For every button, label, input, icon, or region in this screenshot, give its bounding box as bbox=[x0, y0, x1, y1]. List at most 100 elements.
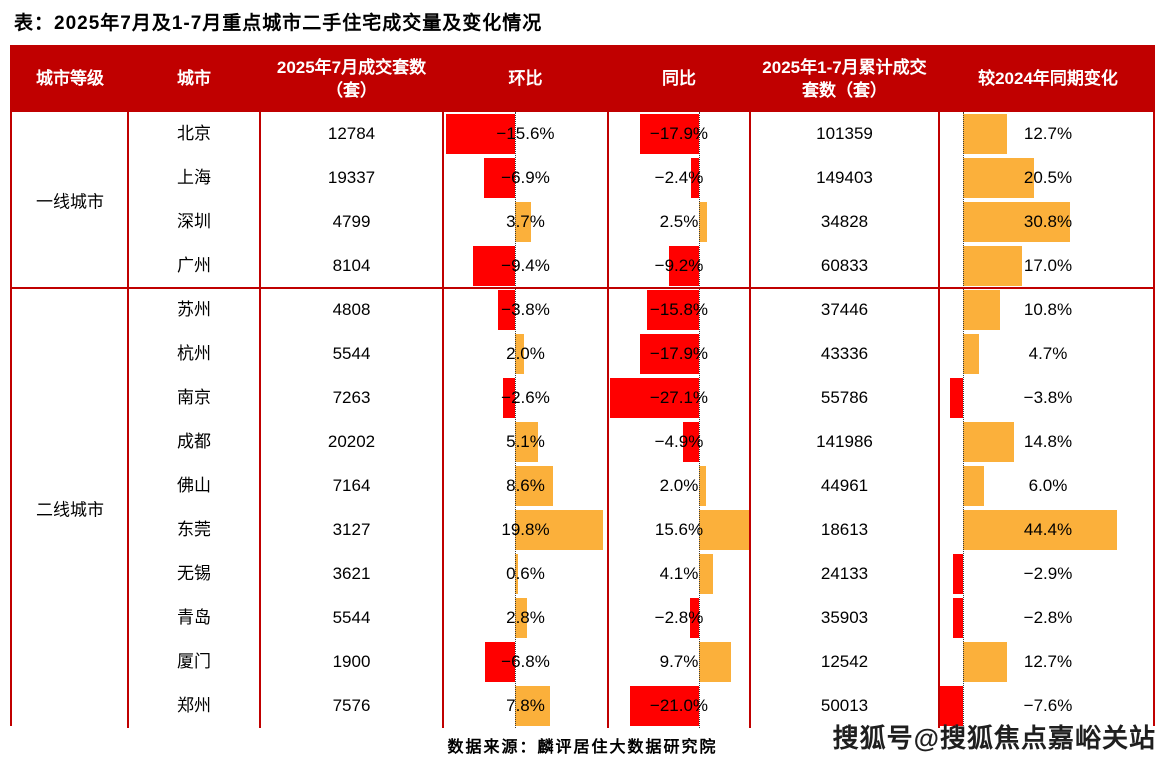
positive-bar bbox=[963, 510, 1118, 550]
column-grid-line bbox=[938, 112, 940, 728]
negative-bar bbox=[689, 598, 699, 638]
cumulative-sales: 35903 bbox=[750, 596, 939, 640]
vs-2024-change-value: −3.8% bbox=[1023, 388, 1073, 407]
cumulative-sales-value: 55786 bbox=[820, 388, 869, 407]
cumulative-sales-value: 149403 bbox=[816, 168, 873, 187]
yoy-change: −17.9% bbox=[608, 112, 750, 156]
positive-bar bbox=[963, 290, 1001, 330]
vs-2024-change-value: 12.7% bbox=[1023, 652, 1073, 671]
vs-2024-change-value: 30.8% bbox=[1023, 212, 1073, 231]
cumulative-sales: 101359 bbox=[750, 112, 939, 156]
city-name-value: 深圳 bbox=[177, 212, 211, 231]
yoy-change-value: −17.9% bbox=[649, 124, 709, 143]
july-sales: 4799 bbox=[260, 200, 443, 244]
yoy-change-value: −2.8% bbox=[654, 608, 704, 627]
mom-change: −15.6% bbox=[443, 112, 608, 156]
vs-2024-change: 20.5% bbox=[939, 156, 1157, 200]
negative-bar bbox=[639, 334, 699, 374]
yoy-change: −15.8% bbox=[608, 288, 750, 332]
bar-zero-baseline bbox=[515, 112, 516, 728]
city-name: 北京 bbox=[128, 112, 260, 156]
column-grid-line bbox=[749, 112, 751, 728]
mom-change-value: −3.8% bbox=[501, 300, 550, 319]
mom-change: 2.0% bbox=[443, 332, 608, 376]
city-name: 深圳 bbox=[128, 200, 260, 244]
july-sales-value: 8104 bbox=[332, 256, 371, 275]
mom-change: 7.8% bbox=[443, 684, 608, 728]
tier-label: 二线城市 bbox=[36, 500, 104, 520]
mom-change-value: −6.8% bbox=[501, 652, 550, 671]
yoy-change: −27.1% bbox=[608, 376, 750, 420]
table-row-杭州: 杭州 5544 2.0% −17.9% 43336 4.7% bbox=[128, 332, 1157, 376]
yoy-change-value: 2.0% bbox=[659, 476, 699, 495]
mom-change: −6.8% bbox=[443, 640, 608, 684]
july-sales-value: 19337 bbox=[327, 168, 376, 187]
cumulative-sales-value: 35903 bbox=[820, 608, 869, 627]
cumulative-sales: 12542 bbox=[750, 640, 939, 684]
city-name: 青岛 bbox=[128, 596, 260, 640]
july-sales: 7576 bbox=[260, 684, 443, 728]
table-row-佛山: 佛山 7164 8.6% 2.0% 44961 6.0% bbox=[128, 464, 1157, 508]
cumulative-sales-value: 43336 bbox=[820, 344, 869, 363]
positive-bar bbox=[963, 334, 980, 374]
mom-change: 3.7% bbox=[443, 200, 608, 244]
yoy-change: 15.6% bbox=[608, 508, 750, 552]
positive-bar bbox=[699, 466, 706, 506]
city-name: 郑州 bbox=[128, 684, 260, 728]
positive-bar bbox=[515, 202, 532, 242]
vs-2024-change-value: 6.0% bbox=[1028, 476, 1068, 495]
table-row-成都: 成都 20202 5.1% −4.9% 141986 14.8% bbox=[128, 420, 1157, 464]
vs-2024-change: −2.9% bbox=[939, 552, 1157, 596]
tier-separator-line bbox=[12, 287, 1153, 289]
cumulative-sales: 55786 bbox=[750, 376, 939, 420]
july-sales-value: 7164 bbox=[332, 476, 371, 495]
city-name-value: 北京 bbox=[177, 124, 211, 143]
july-sales: 1900 bbox=[260, 640, 443, 684]
cumulative-sales-value: 60833 bbox=[820, 256, 869, 275]
mom-change-value: 2.0% bbox=[506, 344, 545, 363]
table-header-row: 城市等级 城市 2025年7月成交套数（套） 环比 同比 2025年1-7月累计… bbox=[12, 47, 1153, 112]
cumulative-sales: 37446 bbox=[750, 288, 939, 332]
table-row-南京: 南京 7263 −2.6% −27.1% 55786 −3.8% bbox=[128, 376, 1157, 420]
yoy-change-value: 15.6% bbox=[654, 520, 704, 539]
yoy-change-value: 9.7% bbox=[659, 652, 699, 671]
july-sales-value: 4799 bbox=[332, 212, 371, 231]
header-july-sales: 2025年7月成交套数（套） bbox=[276, 57, 427, 100]
vs-2024-change: 44.4% bbox=[939, 508, 1157, 552]
city-name-value: 佛山 bbox=[177, 476, 211, 495]
column-grid-line bbox=[127, 112, 129, 728]
city-name: 无锡 bbox=[128, 552, 260, 596]
bar-zero-baseline bbox=[963, 112, 964, 728]
positive-bar bbox=[963, 158, 1035, 198]
yoy-change-value: 2.5% bbox=[659, 212, 699, 231]
data-table: 城市等级 城市 2025年7月成交套数（套） 环比 同比 2025年1-7月累计… bbox=[10, 45, 1157, 728]
header-yoy-change: 同比 bbox=[662, 69, 696, 89]
july-sales-value: 3127 bbox=[332, 520, 371, 539]
cumulative-sales: 18613 bbox=[750, 508, 939, 552]
mom-change-value: −2.6% bbox=[501, 388, 550, 407]
positive-bar bbox=[515, 422, 538, 462]
july-sales-value: 7263 bbox=[332, 388, 371, 407]
yoy-change-value: 4.1% bbox=[659, 564, 699, 583]
july-sales: 7263 bbox=[260, 376, 443, 420]
negative-bar bbox=[445, 114, 515, 154]
negative-bar bbox=[939, 686, 963, 726]
city-name: 广州 bbox=[128, 244, 260, 288]
mom-change: 2.8% bbox=[443, 596, 608, 640]
negative-bar bbox=[639, 114, 699, 154]
city-name-value: 广州 bbox=[177, 256, 211, 275]
table-row-青岛: 青岛 5544 2.8% −2.8% 35903 −2.8% bbox=[128, 596, 1157, 640]
cumulative-sales-value: 37446 bbox=[820, 300, 869, 319]
positive-bar bbox=[699, 642, 731, 682]
negative-bar bbox=[953, 598, 963, 638]
vs-2024-change-value: 10.8% bbox=[1023, 300, 1073, 319]
mom-change: 0.6% bbox=[443, 552, 608, 596]
cumulative-sales-value: 141986 bbox=[816, 432, 873, 451]
vs-2024-change: −7.6% bbox=[939, 684, 1157, 728]
page-title: 表：2025年7月及1-7月重点城市二手住宅成交量及变化情况 bbox=[14, 13, 543, 34]
positive-bar bbox=[699, 554, 713, 594]
cumulative-sales-value: 44961 bbox=[820, 476, 869, 495]
city-name: 佛山 bbox=[128, 464, 260, 508]
july-sales: 7164 bbox=[260, 464, 443, 508]
